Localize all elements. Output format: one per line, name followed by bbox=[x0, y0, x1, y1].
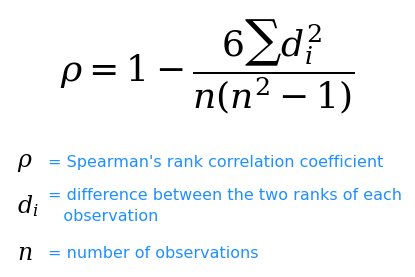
Text: $\rho$: $\rho$ bbox=[17, 150, 32, 174]
Text: = difference between the two ranks of each
   observation: = difference between the two ranks of ea… bbox=[48, 188, 402, 224]
Text: $\rho = 1 - \dfrac{6\sum d_i^2}{n(n^2-1)}$: $\rho = 1 - \dfrac{6\sum d_i^2}{n(n^2-1)… bbox=[60, 17, 355, 116]
Text: $d_i$: $d_i$ bbox=[17, 193, 38, 219]
Text: $n$: $n$ bbox=[17, 242, 32, 265]
Text: = Spearman's rank correlation coefficient: = Spearman's rank correlation coefficien… bbox=[48, 155, 383, 170]
Text: = number of observations: = number of observations bbox=[48, 246, 258, 261]
